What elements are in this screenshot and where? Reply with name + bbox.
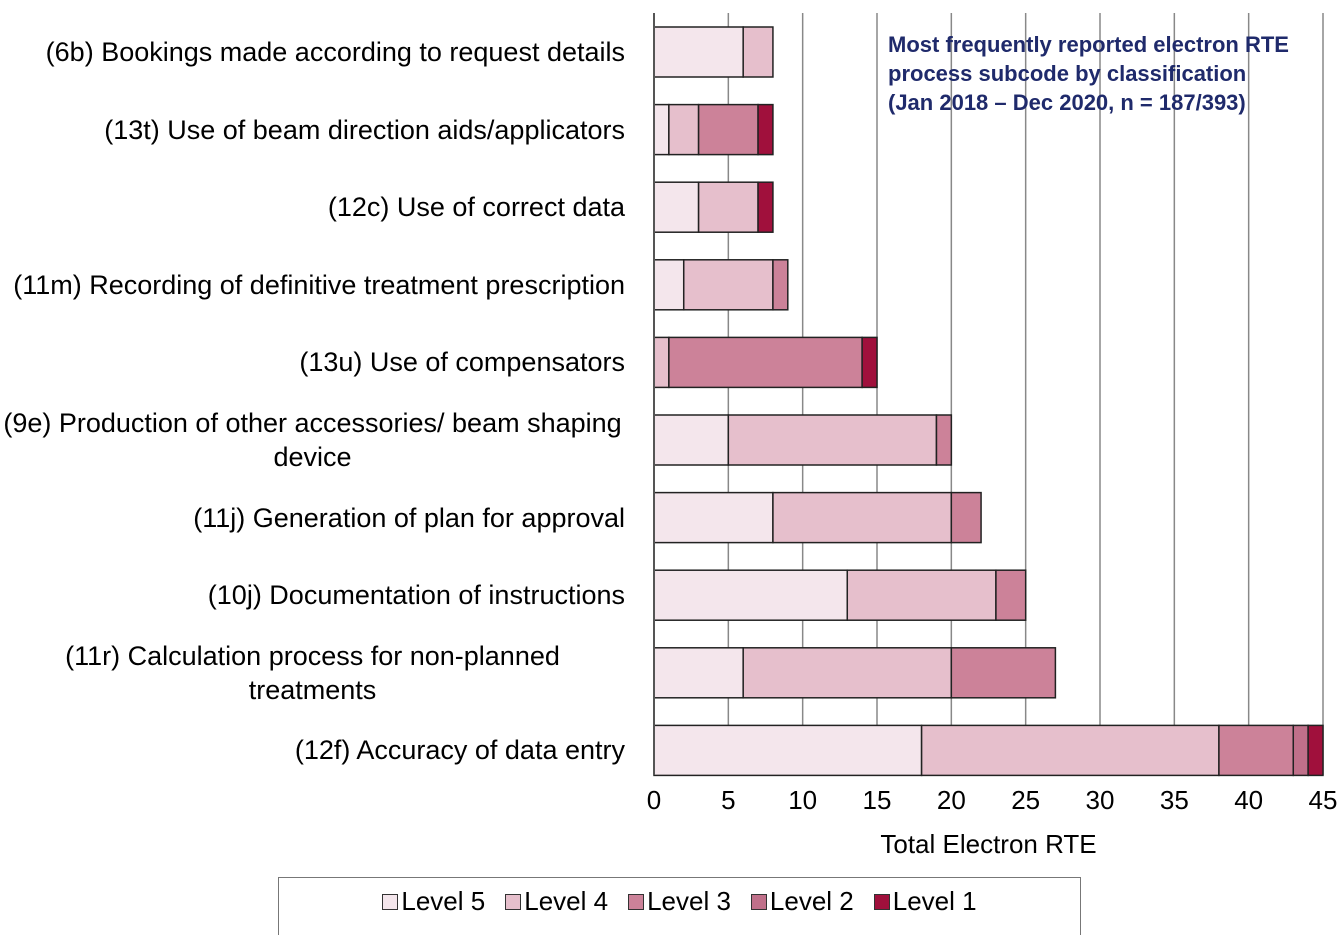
x-tick-label: 0: [647, 785, 661, 815]
legend-item: Level 5: [382, 886, 485, 917]
bar-segment: [920, 724, 1220, 777]
bar-segment: [757, 103, 774, 156]
bar-segment: [861, 336, 878, 389]
x-axis-label: Total Electron RTE: [880, 829, 1096, 859]
bar-segment: [653, 336, 670, 389]
legend-label: Level 1: [892, 886, 977, 916]
legend-item: Level 2: [750, 886, 854, 917]
bar-segment: [1292, 724, 1309, 777]
legend-item: Level 1: [873, 886, 977, 917]
bar-segment: [653, 103, 670, 156]
category-label-box: (13t) Use of beam direction aids/applica…: [0, 92, 625, 168]
category-label-box: (11m) Recording of definitive treatment …: [0, 247, 625, 323]
bar-segment: [742, 26, 774, 78]
bar-segment: [653, 181, 700, 233]
bar-segment: [995, 569, 1027, 621]
category-label-box: (6b) Bookings made according to request …: [0, 14, 625, 90]
bar-segment: [846, 569, 997, 621]
chart-title-box: Most frequently reported electron RTE pr…: [888, 30, 1328, 117]
x-tick-label: 45: [1309, 785, 1338, 815]
x-tick-label: 30: [1086, 785, 1115, 815]
category-label: (11m) Recording of definitive treatment …: [13, 269, 625, 300]
legend-item: Level 3: [628, 886, 731, 917]
bar-segment: [653, 491, 774, 544]
legend: Level 5 Level 4 Level 3 Level 2 Level 1: [278, 877, 1081, 935]
x-tick-label: 15: [863, 785, 892, 815]
category-label: (12c) Use of correct data: [327, 192, 625, 223]
category-label: (13u) Use of compensators: [299, 347, 625, 378]
legend-label: Level 3: [647, 886, 731, 916]
bar-segment: [772, 259, 789, 311]
category-label: (11r) Calculation process for non-planne…: [65, 640, 560, 705]
x-tick-label: 10: [788, 785, 817, 815]
legend-item: Level 4: [505, 886, 608, 917]
category-label-box: (10j) Documentation of instructions: [0, 557, 625, 633]
category-label-box: (12c) Use of correct data: [0, 169, 625, 245]
category-label: (12f) Accuracy of data entry: [294, 735, 625, 766]
bar-segment: [653, 26, 744, 78]
bar-segment: [697, 181, 759, 233]
category-label: (9e) Production of other accessories/ be…: [3, 408, 622, 472]
chart-title: Most frequently reported electron RTE pr…: [888, 32, 1289, 86]
category-label-box: (13u) Use of compensators: [0, 324, 625, 400]
bar-segment: [668, 103, 700, 156]
bar-segment: [757, 181, 774, 233]
x-tick-label: 20: [937, 785, 966, 815]
bar-segment: [653, 724, 923, 777]
bar-segment: [682, 259, 774, 311]
legend-swatch: [750, 893, 767, 910]
legend-swatch: [628, 893, 645, 910]
legend-swatch: [505, 893, 522, 910]
legend-swatch: [382, 893, 399, 910]
x-tick-label: 35: [1160, 785, 1189, 815]
category-label-box: (9e) Production of other accessories/ be…: [0, 402, 625, 478]
x-tick-label: 5: [721, 785, 735, 815]
chart-subtitle: (Jan 2018 – Dec 2020, n = 187/393): [888, 90, 1246, 115]
bar-segment: [1218, 724, 1295, 777]
category-label: (11j) Generation of plan for approval: [193, 502, 625, 533]
category-label-box: (11j) Generation of plan for approval: [0, 480, 625, 556]
bar-segment: [772, 491, 953, 544]
legend-label: Level 4: [524, 886, 609, 916]
bar-segment: [727, 414, 938, 466]
category-label: (13t) Use of beam direction aids/applica…: [104, 114, 625, 145]
bar-segment: [653, 414, 730, 466]
legend-label: Level 5: [401, 886, 486, 916]
category-label-box: (12f) Accuracy of data entry: [0, 712, 625, 788]
bar-segment: [742, 647, 953, 699]
legend-label: Level 2: [769, 886, 854, 916]
bar-segment: [935, 414, 953, 466]
category-label-box: (11r) Calculation process for non-planne…: [0, 635, 625, 711]
bar-segment: [697, 103, 759, 156]
bar-segment: [668, 336, 863, 389]
bar-segment: [950, 491, 982, 544]
x-tick-label: 25: [1011, 785, 1040, 815]
bar-segment: [653, 259, 685, 311]
legend-swatch: [873, 893, 890, 910]
category-label: (6b) Bookings made according to request …: [45, 37, 625, 67]
bar-segment: [653, 569, 849, 621]
bar-segment: [1307, 724, 1324, 777]
bar-segment: [950, 647, 1057, 699]
category-label: (10j) Documentation of instructions: [207, 580, 625, 611]
x-tick-label: 40: [1234, 785, 1263, 815]
bar-segment: [653, 647, 744, 699]
